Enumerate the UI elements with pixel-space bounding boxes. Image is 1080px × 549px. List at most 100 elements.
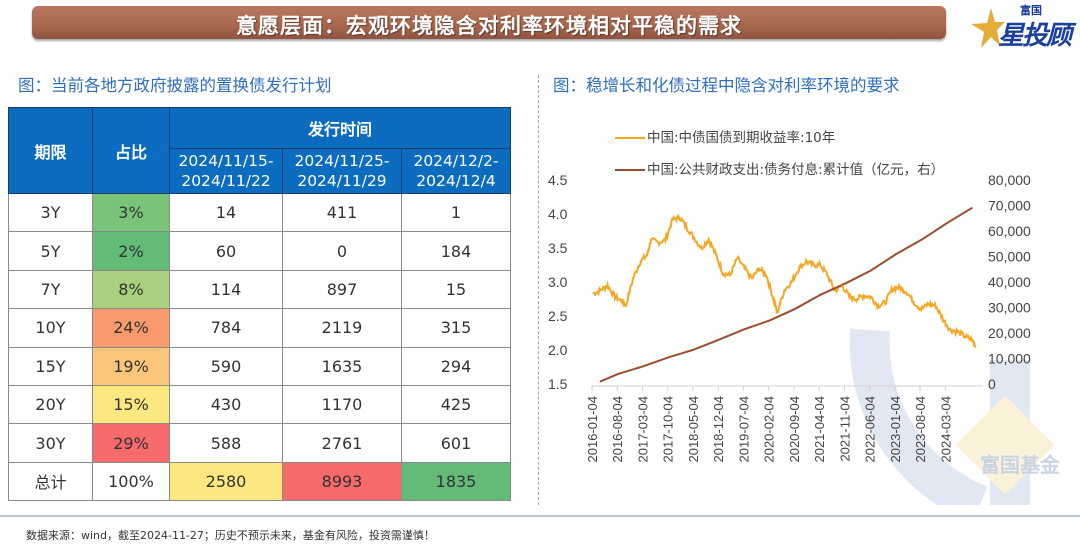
- term-cell: 30Y: [8, 423, 93, 463]
- amount-cell: 588: [169, 423, 283, 463]
- data-point-yield: [776, 311, 778, 314]
- amount-cell: 2761: [282, 423, 402, 463]
- data-point-yield: [772, 298, 775, 300]
- data-point-yield: [798, 267, 800, 270]
- y-left-tick-label: 4.0: [548, 206, 568, 222]
- y-left-tick-label: 4.5: [548, 172, 568, 188]
- data-point-yield: [971, 339, 973, 341]
- y-right-tick-label: 50,000: [988, 249, 1031, 265]
- data-point-yield: [899, 286, 901, 289]
- share-cell: 15%: [92, 384, 170, 425]
- data-point-interest: [769, 319, 771, 322]
- share-cell: 19%: [92, 346, 170, 386]
- data-point-yield: [707, 238, 710, 240]
- legend-label-yield: 中国:中债国债到期收益率:10年: [647, 130, 836, 146]
- data-point-yield: [765, 274, 768, 276]
- data-point-yield: [927, 302, 930, 305]
- y-right-tick-label: 30,000: [988, 300, 1031, 316]
- data-point-interest: [895, 253, 898, 255]
- data-point-yield: [812, 264, 815, 266]
- amount-cell: 2119: [282, 308, 402, 348]
- y-right-tick-label: 40,000: [988, 274, 1031, 290]
- data-point-yield: [805, 260, 807, 263]
- amount-cell: 1: [401, 192, 511, 233]
- amount-cell: 294: [401, 346, 511, 386]
- y-right-tick-label: 70,000: [988, 198, 1031, 214]
- x-tick-label: 2021-11-04: [837, 396, 852, 462]
- header-term: 期限: [8, 107, 93, 194]
- data-point-interest: [599, 380, 602, 383]
- legend-item-interest: 中国:公共财政支出:债务付息:累计值（亿元，右）: [615, 158, 944, 178]
- term-cell: 5Y: [8, 231, 93, 271]
- y-left-tick-label: 2.5: [548, 308, 568, 324]
- y-right-tick-label: 0: [988, 376, 996, 392]
- y-left-tick-label: 3.5: [548, 240, 568, 256]
- data-point-yield: [639, 260, 642, 263]
- data-point-interest: [718, 338, 721, 341]
- series-line-yield: [592, 214, 977, 348]
- watermark-text: 富国基金: [980, 453, 1061, 477]
- data-point-yield: [963, 335, 966, 338]
- total-label-cell: 总计: [8, 461, 93, 502]
- amount-cell: 430: [169, 384, 283, 425]
- y-left-tick-label: 3.0: [548, 274, 568, 290]
- x-tick-label: 2020-02-04: [762, 396, 777, 463]
- x-tick-label: 2016-08-04: [610, 396, 625, 463]
- table-row: 20Y 15% 430 1170 425: [8, 384, 511, 425]
- data-point-yield: [679, 216, 681, 219]
- data-point-interest: [945, 222, 948, 225]
- data-point-interest: [794, 307, 797, 310]
- table-row: 30Y 29% 588 2761 601: [8, 423, 511, 463]
- data-point-yield: [956, 330, 959, 333]
- share-cell: 24%: [92, 308, 170, 348]
- data-point-interest: [844, 282, 847, 285]
- yield-interest-chart: 富国基金 1.5 2.0 2.5 3.0 3.5 4.0 4.5 0 10,000 20,000 30…: [548, 172, 1061, 505]
- amount-cell: 60: [169, 231, 283, 271]
- x-tick-label: 2023-08-04: [913, 396, 928, 463]
- data-point-interest: [971, 207, 973, 209]
- data-point-yield: [934, 305, 937, 307]
- data-point-yield: [693, 237, 695, 239]
- share-cell: 2%: [92, 231, 170, 271]
- data-point-yield: [664, 239, 667, 241]
- x-tick-label: 2023-01-04: [888, 396, 903, 463]
- data-point-yield: [841, 284, 843, 287]
- data-point-interest: [642, 365, 645, 367]
- total-share-cell: 100%: [92, 461, 170, 502]
- data-point-yield: [848, 296, 851, 298]
- data-point-yield: [599, 289, 602, 291]
- title-banner: 意愿层面：宏观环境隐含对利率环境相对平稳的需求: [32, 6, 946, 39]
- data-point-interest: [870, 269, 872, 272]
- data-point-yield: [729, 274, 731, 276]
- series-line-interest: [600, 207, 973, 383]
- data-point-yield: [758, 267, 760, 270]
- amount-cell: 15: [401, 269, 511, 310]
- amount-cell: 114: [169, 269, 283, 310]
- x-tick-label: 2022-06-04: [863, 396, 878, 463]
- amount-cell: 0: [282, 231, 402, 271]
- y-right-tick-label: 10,000: [988, 351, 1031, 367]
- x-tick-label: 2017-10-04: [661, 396, 676, 463]
- data-point-yield: [736, 257, 739, 259]
- data-point-interest: [743, 328, 746, 330]
- chart-title: 图：稳增长和化债过程中隐含对利率环境的要求: [553, 76, 900, 95]
- y-right-tick-label: 20,000: [988, 325, 1031, 341]
- data-point-yield: [657, 241, 659, 244]
- legend-item-yield: 中国:中债国债到期收益率:10年: [615, 126, 835, 146]
- x-tick-label: 2019-07-04: [736, 396, 751, 463]
- data-point-yield: [942, 318, 944, 321]
- data-point-yield: [891, 288, 894, 290]
- header-share: 占比: [92, 107, 170, 194]
- data-point-interest: [617, 373, 620, 375]
- data-point-interest: [693, 348, 695, 351]
- panel-divider: [538, 75, 539, 505]
- data-point-yield: [715, 254, 717, 256]
- data-point-interest: [668, 356, 670, 359]
- data-point-yield: [790, 281, 793, 283]
- data-point-yield: [686, 226, 688, 229]
- data-point-yield: [743, 267, 746, 270]
- total-amount-cell: 2580: [169, 461, 283, 502]
- data-point-yield: [819, 264, 822, 266]
- star-icon: [971, 8, 1005, 48]
- data-point-yield: [783, 289, 786, 291]
